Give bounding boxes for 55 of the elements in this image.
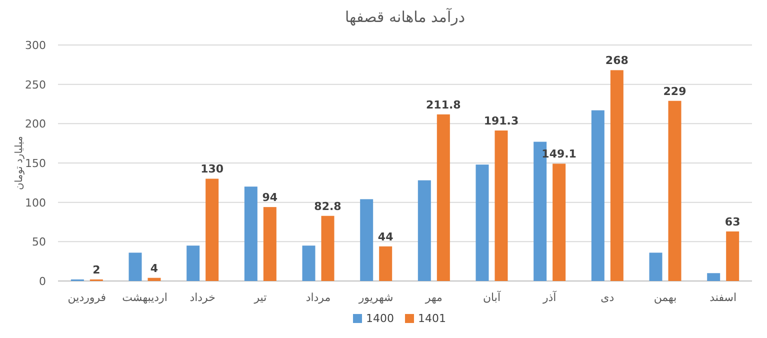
bar: [494, 130, 508, 281]
data-label: 229: [663, 84, 686, 98]
chart-title: درآمد ماهانه قصفها: [344, 7, 466, 26]
x-tick-label: فروردین: [68, 291, 106, 304]
x-tick-label: خرداد: [190, 291, 216, 304]
bar: [649, 252, 662, 281]
y-tick-label: 300: [25, 39, 46, 52]
x-tick-label: دی: [600, 291, 614, 304]
data-label: 63: [724, 215, 740, 228]
data-label: 94: [262, 191, 278, 204]
x-tick-label: مرداد: [306, 291, 331, 304]
data-label: 4: [150, 262, 158, 275]
y-tick-label: 250: [25, 78, 46, 92]
data-label: 44: [378, 230, 394, 244]
legend-label: 1400: [366, 312, 394, 325]
bar: [128, 252, 142, 281]
bar: [148, 278, 161, 281]
data-label: 130: [200, 162, 224, 176]
x-tick-label: آبان: [482, 290, 502, 304]
bar: [263, 207, 276, 281]
y-tick-label: 50: [32, 236, 46, 249]
data-label: 2: [92, 263, 100, 276]
bar: [321, 216, 334, 281]
y-tick-label: 200: [25, 118, 46, 131]
bar: [726, 231, 740, 281]
bar: [436, 114, 450, 281]
bar: [302, 246, 316, 281]
x-tick-label: تیر: [253, 291, 267, 304]
x-tick-label: آذر: [542, 290, 558, 304]
bar: [244, 186, 258, 281]
bar: [418, 180, 431, 281]
bar: [476, 164, 489, 281]
bar: [360, 199, 374, 281]
data-label: 268: [605, 54, 628, 68]
bar: [206, 178, 219, 281]
bar: [707, 273, 720, 281]
x-tick-label: بهمن: [654, 291, 677, 304]
bar: [379, 246, 392, 281]
data-label: 82.8: [314, 200, 342, 213]
y-axis-title: میلیارد تومان: [14, 136, 25, 190]
x-tick-label: اسفند: [710, 291, 737, 304]
x-tick-label: مهر: [424, 291, 443, 304]
x-tick-label: شهریور: [358, 291, 394, 304]
x-tick-label: اردیبهشت: [122, 291, 168, 304]
data-label: 211.8: [426, 98, 461, 112]
bar: [186, 246, 200, 281]
y-tick-label: 0: [39, 275, 46, 288]
data-label: 191.3: [484, 114, 519, 128]
bar: [610, 70, 624, 281]
bar: [591, 110, 604, 281]
y-tick-label: 150: [25, 157, 46, 170]
bar: [668, 100, 682, 281]
legend-label: 1401: [418, 312, 446, 325]
bar: [552, 164, 566, 281]
y-tick-label: 100: [25, 196, 46, 210]
